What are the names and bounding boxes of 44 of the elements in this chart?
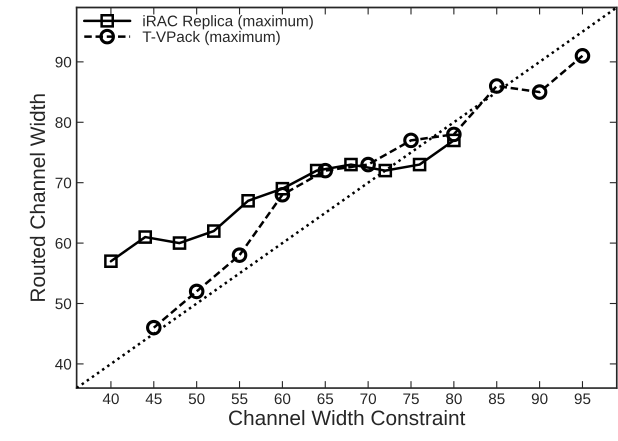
- y-tick-label: 70: [56, 178, 72, 188]
- x-tick-label: 40: [102, 393, 119, 404]
- point: [532, 84, 548, 100]
- x-tick-label: 90: [532, 393, 548, 404]
- point: [104, 254, 118, 268]
- y-tick-label: 60: [56, 238, 72, 249]
- x-tick-label: 60: [274, 393, 290, 404]
- point: [574, 48, 590, 64]
- point: [232, 247, 248, 263]
- point: [446, 126, 462, 142]
- y-tick-label: 90: [55, 56, 72, 68]
- y-axis-title: Routed Channel Width: [30, 94, 46, 301]
- x-tick-label: 85: [488, 393, 505, 404]
- point: [488, 78, 505, 94]
- point: [412, 158, 426, 172]
- x-tick-label: 55: [232, 394, 248, 404]
- legend-label: iRAC Replica (maximum): [143, 15, 313, 30]
- point: [172, 236, 186, 250]
- point: [403, 132, 419, 148]
- point: [138, 230, 152, 244]
- point: [241, 194, 255, 208]
- legend-label: T-VPack (maximum): [142, 30, 280, 46]
- y-tick-label: 50: [55, 298, 72, 310]
- point: [310, 164, 324, 178]
- x-tick-label: 70: [360, 393, 376, 404]
- point: [378, 164, 392, 178]
- point: [360, 156, 376, 172]
- point: [146, 320, 162, 336]
- point: [188, 284, 204, 300]
- x-tick-label: 75: [403, 394, 419, 404]
- point: [447, 134, 461, 148]
- y-tick-label: 80: [55, 117, 72, 128]
- point: [207, 224, 221, 238]
- x-tick-label: 95: [574, 393, 590, 404]
- point: [274, 186, 290, 203]
- point: [344, 158, 358, 172]
- x-tick-label: 50: [188, 393, 205, 404]
- point: [276, 182, 290, 196]
- x-tick-label: 65: [318, 393, 334, 404]
- y-tick-label: 40: [55, 358, 72, 370]
- x-tick-label: 80: [446, 393, 462, 404]
- x-axis-title: Channel Width Constraint: [229, 410, 466, 426]
- point: [317, 162, 334, 178]
- x-tick-label: 45: [146, 394, 162, 404]
